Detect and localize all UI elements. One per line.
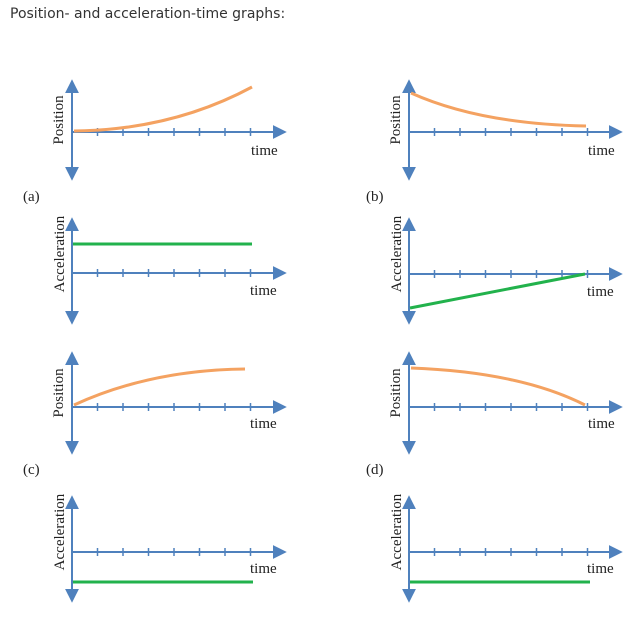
x-axis-label: time: [251, 143, 278, 159]
acceleration-line: [409, 272, 586, 310]
panel-label-c: (c): [23, 462, 40, 478]
y-axis-label: Acceleration: [389, 215, 405, 292]
x-axis-label: time: [250, 283, 277, 299]
y-axis-label: Acceleration: [52, 215, 68, 292]
x-axis-ticks: [433, 270, 589, 278]
x-axis-ticks: [96, 403, 252, 411]
position-curve: [73, 367, 246, 407]
y-axis-label: Position: [388, 368, 404, 418]
acceleration-graph-b: Acceleration time: [389, 215, 623, 325]
x-axis-label: time: [250, 416, 277, 432]
x-axis-ticks: [433, 403, 589, 411]
x-axis-ticks: [96, 269, 252, 277]
x-axis-label: time: [587, 284, 614, 300]
position-graph-c: Position time: [51, 351, 287, 455]
page-heading: Position- and acceleration-time graphs:: [10, 6, 286, 22]
x-axis-ticks: [433, 128, 589, 136]
x-axis-label: time: [588, 416, 615, 432]
x-axis-ticks: [96, 548, 252, 556]
acceleration-graph-a: Acceleration time: [52, 215, 287, 325]
y-axis-label: Position: [51, 368, 67, 418]
acceleration-graph-c: Acceleration time: [52, 493, 287, 603]
position-graph-d: Position time: [388, 351, 623, 455]
x-axis-ticks: [96, 128, 252, 136]
panel-b: Position time (b) Acceleration time: [366, 79, 623, 325]
panel-c: Position time (c) Acceleration time: [23, 351, 287, 603]
position-curve: [73, 85, 253, 133]
panel-a: Position time (a) Acceleration time: [23, 79, 287, 325]
panel-label-b: (b): [366, 189, 384, 205]
x-axis-label: time: [588, 143, 615, 159]
position-curve: [410, 91, 587, 128]
panel-label-a: (a): [23, 189, 40, 205]
x-axis-label: time: [250, 561, 277, 577]
y-axis-label: Acceleration: [52, 493, 68, 570]
position-graph-a: Position time: [51, 79, 287, 181]
position-graph-b: Position time: [388, 79, 623, 181]
y-axis-label: Acceleration: [389, 493, 405, 570]
panel-d: Position time (d) Acceleration time: [366, 351, 623, 603]
x-axis-label: time: [587, 561, 614, 577]
y-axis-label: Position: [388, 95, 404, 145]
y-axis-label: Position: [51, 95, 67, 145]
x-axis-ticks: [433, 548, 589, 556]
acceleration-graph-d: Acceleration time: [389, 493, 623, 603]
panel-label-d: (d): [366, 462, 384, 478]
position-curve: [410, 366, 586, 407]
